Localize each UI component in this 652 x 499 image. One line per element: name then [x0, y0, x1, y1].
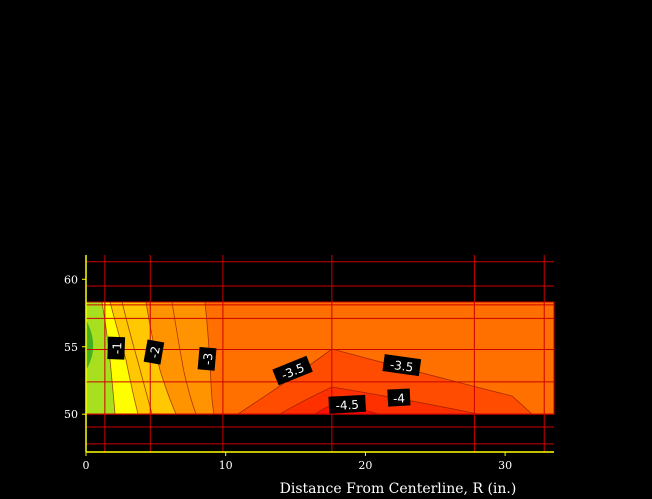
band-1-1.5: [86, 302, 115, 414]
contour-label-2: -3: [197, 346, 217, 371]
contour-label-bg-6: [387, 388, 411, 407]
contour-label-text-4: -3.5: [389, 358, 414, 375]
x-tick-label-3: 30: [498, 459, 512, 472]
grid: [85, 255, 554, 452]
y-tick-label-0: 50: [64, 408, 78, 421]
contour-label-text-6: -4: [393, 391, 406, 406]
contour-label-bg-3: [272, 355, 313, 386]
contour-label-bg-1: [143, 339, 165, 365]
x-tick-label-1: 10: [219, 459, 233, 472]
contour-label-text-1: -2: [147, 345, 163, 359]
contour-label-bg-4: [382, 354, 422, 377]
contour-label-5: -4.5: [328, 394, 367, 414]
contour-label-bg-2: [197, 346, 217, 371]
x-tick-label-2: 20: [358, 459, 372, 472]
x-tick-label-0: 0: [83, 459, 90, 472]
y-tick-label-2: 60: [64, 273, 78, 286]
contour-labels: -1 -2 -3-3.5 -3.5-4.5 -4: [107, 336, 422, 414]
contour-label-bg-0: [107, 336, 126, 360]
contour-label-1: -2: [143, 339, 165, 365]
contour-label-text-2: -3: [201, 352, 216, 365]
x-axis-title: Distance From Centerline, R (in.): [280, 481, 517, 497]
contour-label-text-0: -1: [110, 342, 124, 354]
contour-label-6: -4: [387, 388, 411, 407]
contour-label-bg-5: [328, 394, 367, 414]
y-tick-label-1: 55: [64, 341, 78, 354]
contour-label-0: -1: [107, 336, 126, 360]
axes: 0 10 20 30 50 55 60: [64, 255, 554, 472]
contour-label-text-5: -4.5: [335, 398, 359, 413]
contour-label-4: -3.5: [382, 354, 422, 377]
contour-lines: [101, 302, 533, 414]
band-gt-1: [86, 320, 94, 370]
